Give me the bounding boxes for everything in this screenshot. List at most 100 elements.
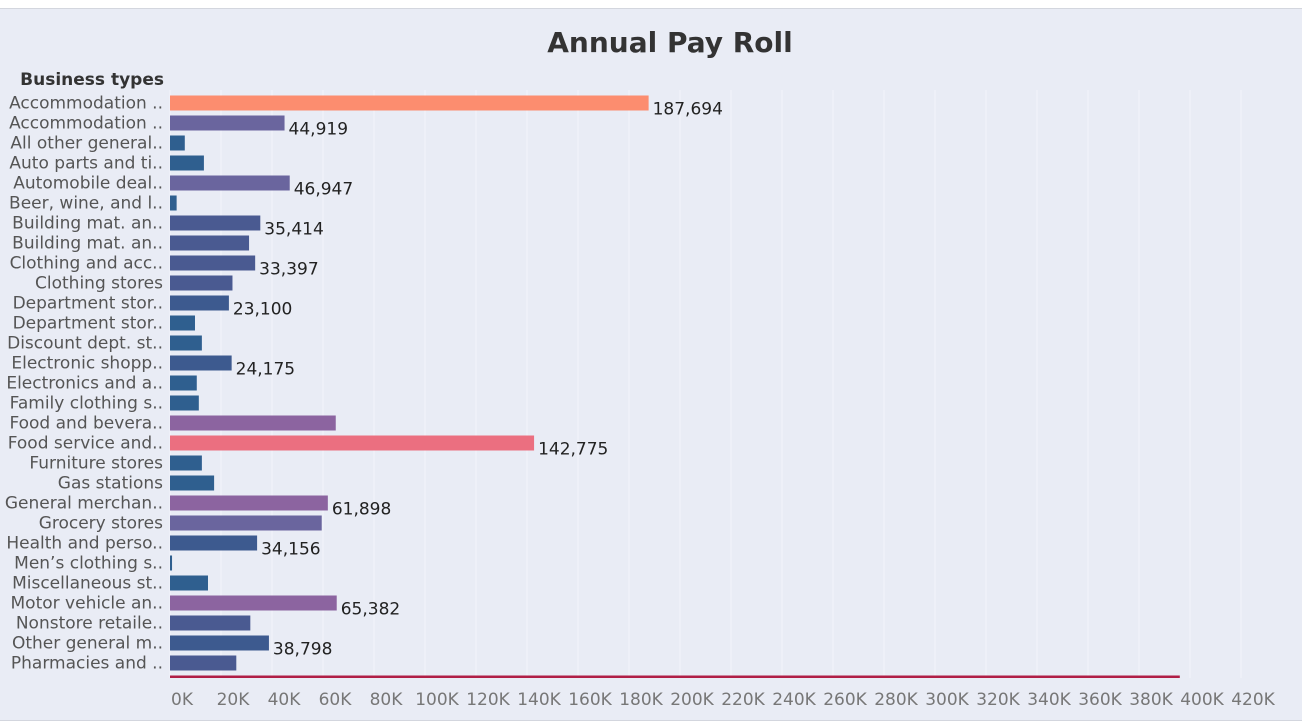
- category-label: Automobile deal..: [13, 174, 163, 194]
- grid-lines: [169, 90, 1242, 678]
- x-tick-label: 60K: [319, 690, 353, 710]
- bar[interactable]: [170, 495, 328, 511]
- bar[interactable]: [170, 155, 204, 171]
- category-label: Auto parts and ti..: [9, 154, 163, 174]
- bar-value-label: 33,397: [259, 260, 318, 280]
- bar[interactable]: [170, 115, 285, 131]
- x-tick-label: 420K: [1231, 690, 1275, 710]
- bar[interactable]: [170, 595, 337, 611]
- x-tick-label: 260K: [823, 690, 867, 710]
- x-tick-label: 80K: [370, 690, 404, 710]
- bar[interactable]: [170, 175, 290, 191]
- bar[interactable]: [170, 315, 195, 331]
- x-axis-ticks: 0K 20K 40K 60K 80K 100K 120K 140K 160K 180K 200K 22…: [171, 690, 1276, 710]
- category-label: Pharmacies and ..: [11, 654, 163, 674]
- bar[interactable]: [170, 95, 649, 111]
- bar[interactable]: [170, 195, 177, 211]
- bar-value-labels: 187,694 44,919 46,947 35,414 33,397 23,100 24,…: [233, 100, 723, 660]
- bar-value-label: 187,694: [653, 100, 723, 120]
- bar[interactable]: [170, 675, 1180, 691]
- chart-title: Annual Pay Roll: [547, 26, 793, 59]
- x-tick-label: 0K: [171, 690, 194, 710]
- category-label: Health and perso..: [6, 534, 163, 554]
- category-label: Clothing and acc..: [10, 254, 163, 274]
- bar[interactable]: [170, 575, 208, 591]
- bar[interactable]: [170, 555, 173, 571]
- category-label: Discount dept. st..: [7, 334, 163, 354]
- x-tick-label: 240K: [772, 690, 816, 710]
- x-tick-label: 100K: [415, 690, 459, 710]
- category-label: Beer, wine, and l..: [9, 194, 163, 214]
- category-label: Building mat. an..: [12, 234, 163, 254]
- bar[interactable]: [170, 535, 258, 551]
- category-label: Building mat. an..: [12, 214, 163, 234]
- bar-value-label: 23,100: [233, 300, 292, 320]
- category-label: Electronic shopp..: [11, 354, 163, 374]
- bar-value-label: 65,382: [341, 600, 400, 620]
- bar-value-label: 35,414: [264, 220, 323, 240]
- category-label: Electronics and a..: [6, 374, 163, 394]
- bar[interactable]: [170, 415, 336, 431]
- category-label: Family clothing s..: [10, 394, 163, 414]
- category-header: Business types: [20, 70, 164, 90]
- bar[interactable]: [170, 335, 202, 351]
- bar-value-label: 61,898: [332, 500, 391, 520]
- bar-value-label: 38,798: [273, 640, 332, 660]
- category-label: All other general..: [10, 134, 163, 154]
- bar[interactable]: [170, 395, 199, 411]
- bar[interactable]: [170, 355, 232, 371]
- bar[interactable]: [170, 655, 237, 671]
- category-label: Clothing stores: [35, 274, 163, 294]
- bar-value-label: 142,775: [538, 440, 608, 460]
- x-tick-label: 300K: [925, 690, 969, 710]
- bar[interactable]: [170, 235, 250, 251]
- bar[interactable]: [170, 635, 269, 651]
- x-tick-label: 140K: [517, 690, 561, 710]
- bar-value-label: 44,919: [289, 120, 348, 140]
- category-label: Furniture stores: [29, 454, 163, 474]
- category-label: Department stor..: [13, 314, 163, 334]
- bar[interactable]: [170, 295, 229, 311]
- bar[interactable]: [170, 215, 261, 231]
- x-tick-label: 320K: [976, 690, 1020, 710]
- x-tick-label: 220K: [721, 690, 765, 710]
- x-tick-label: 120K: [466, 690, 510, 710]
- category-labels: Accommodation ..Accommodation ..All othe…: [5, 94, 163, 674]
- x-tick-label: 40K: [268, 690, 302, 710]
- category-label: Department stor..: [13, 294, 163, 314]
- bar[interactable]: [170, 275, 233, 291]
- x-tick-label: 20K: [217, 690, 251, 710]
- bar-value-label: 46,947: [294, 180, 353, 200]
- x-tick-label: 200K: [670, 690, 714, 710]
- category-label: Other general m..: [12, 634, 163, 654]
- x-tick-label: 380K: [1129, 690, 1173, 710]
- category-label: Food service and..: [8, 434, 163, 454]
- bars: [170, 95, 1180, 691]
- bar[interactable]: [170, 435, 535, 451]
- category-label: Accommodation ..: [9, 94, 163, 114]
- x-tick-label: 400K: [1180, 690, 1224, 710]
- category-label: General merchan..: [5, 494, 163, 514]
- bar[interactable]: [170, 255, 256, 271]
- bar[interactable]: [170, 375, 197, 391]
- category-label: Miscellaneous st..: [12, 574, 163, 594]
- bar-value-label: 34,156: [261, 540, 320, 560]
- category-label: Nonstore retaile..: [16, 614, 163, 634]
- top-border: [0, 0, 1302, 9]
- bar[interactable]: [170, 455, 202, 471]
- bottom-border: [0, 720, 1302, 726]
- bar[interactable]: [170, 135, 185, 151]
- x-tick-label: 340K: [1027, 690, 1071, 710]
- bar[interactable]: [170, 515, 322, 531]
- bar[interactable]: [170, 475, 215, 491]
- category-label: Men’s clothing s..: [14, 554, 163, 574]
- category-label: Gas stations: [58, 474, 163, 494]
- x-tick-label: 160K: [568, 690, 612, 710]
- x-tick-label: 360K: [1078, 690, 1122, 710]
- category-label: Grocery stores: [39, 514, 163, 534]
- bar[interactable]: [170, 615, 251, 631]
- x-tick-label: 180K: [619, 690, 663, 710]
- x-tick-label: 280K: [874, 690, 918, 710]
- category-label: Accommodation ..: [9, 114, 163, 134]
